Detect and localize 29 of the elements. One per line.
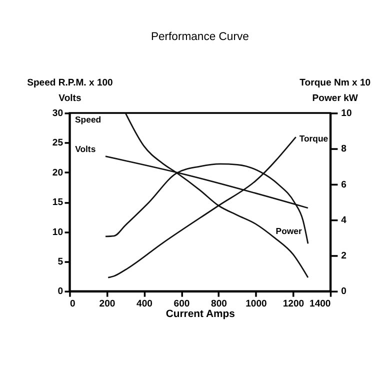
x-tick-label: 0 xyxy=(70,298,76,310)
x-tick-label: 1000 xyxy=(246,298,267,310)
x-tick-label: 600 xyxy=(174,298,190,310)
chart-title: Performance Curve xyxy=(150,30,249,43)
y2-tick-label: 8 xyxy=(341,144,348,155)
text: Speed xyxy=(75,114,102,125)
x-tick-label: 400 xyxy=(136,298,152,310)
series-label: Volts xyxy=(75,144,96,154)
x-tick-label: 200 xyxy=(99,298,116,310)
x-tick-label: 1400 xyxy=(310,298,331,310)
y2-axis-title: Torque Nm x 10 Power kW xyxy=(300,78,371,104)
y2-tick-label: 0 xyxy=(341,286,346,298)
y-tick-label: 10 xyxy=(52,226,64,238)
y-tick-label: 30 xyxy=(52,108,64,119)
series-label: Torque xyxy=(299,133,328,144)
y-tick-label: 5 xyxy=(58,256,64,268)
series-label: Power xyxy=(276,226,302,236)
y2-tick-label: 2 xyxy=(341,250,346,262)
y2-tick-label: 6 xyxy=(341,179,346,190)
y2-tick-label: 10 xyxy=(341,108,352,119)
x-axis-title: Current Amps xyxy=(166,308,236,320)
y-axis-title: Speed R.P.M. x 100 Volts xyxy=(27,78,113,104)
y-tick-label: 20 xyxy=(52,167,64,178)
x-tick-label: 800 xyxy=(211,298,227,310)
y-tick-label: 0 xyxy=(58,286,64,298)
y-tick-label: 15 xyxy=(52,197,64,208)
x-tick-label: 1200 xyxy=(282,298,304,310)
y-tick-label: 25 xyxy=(52,138,64,149)
y2-tick-label: 4 xyxy=(341,214,348,226)
